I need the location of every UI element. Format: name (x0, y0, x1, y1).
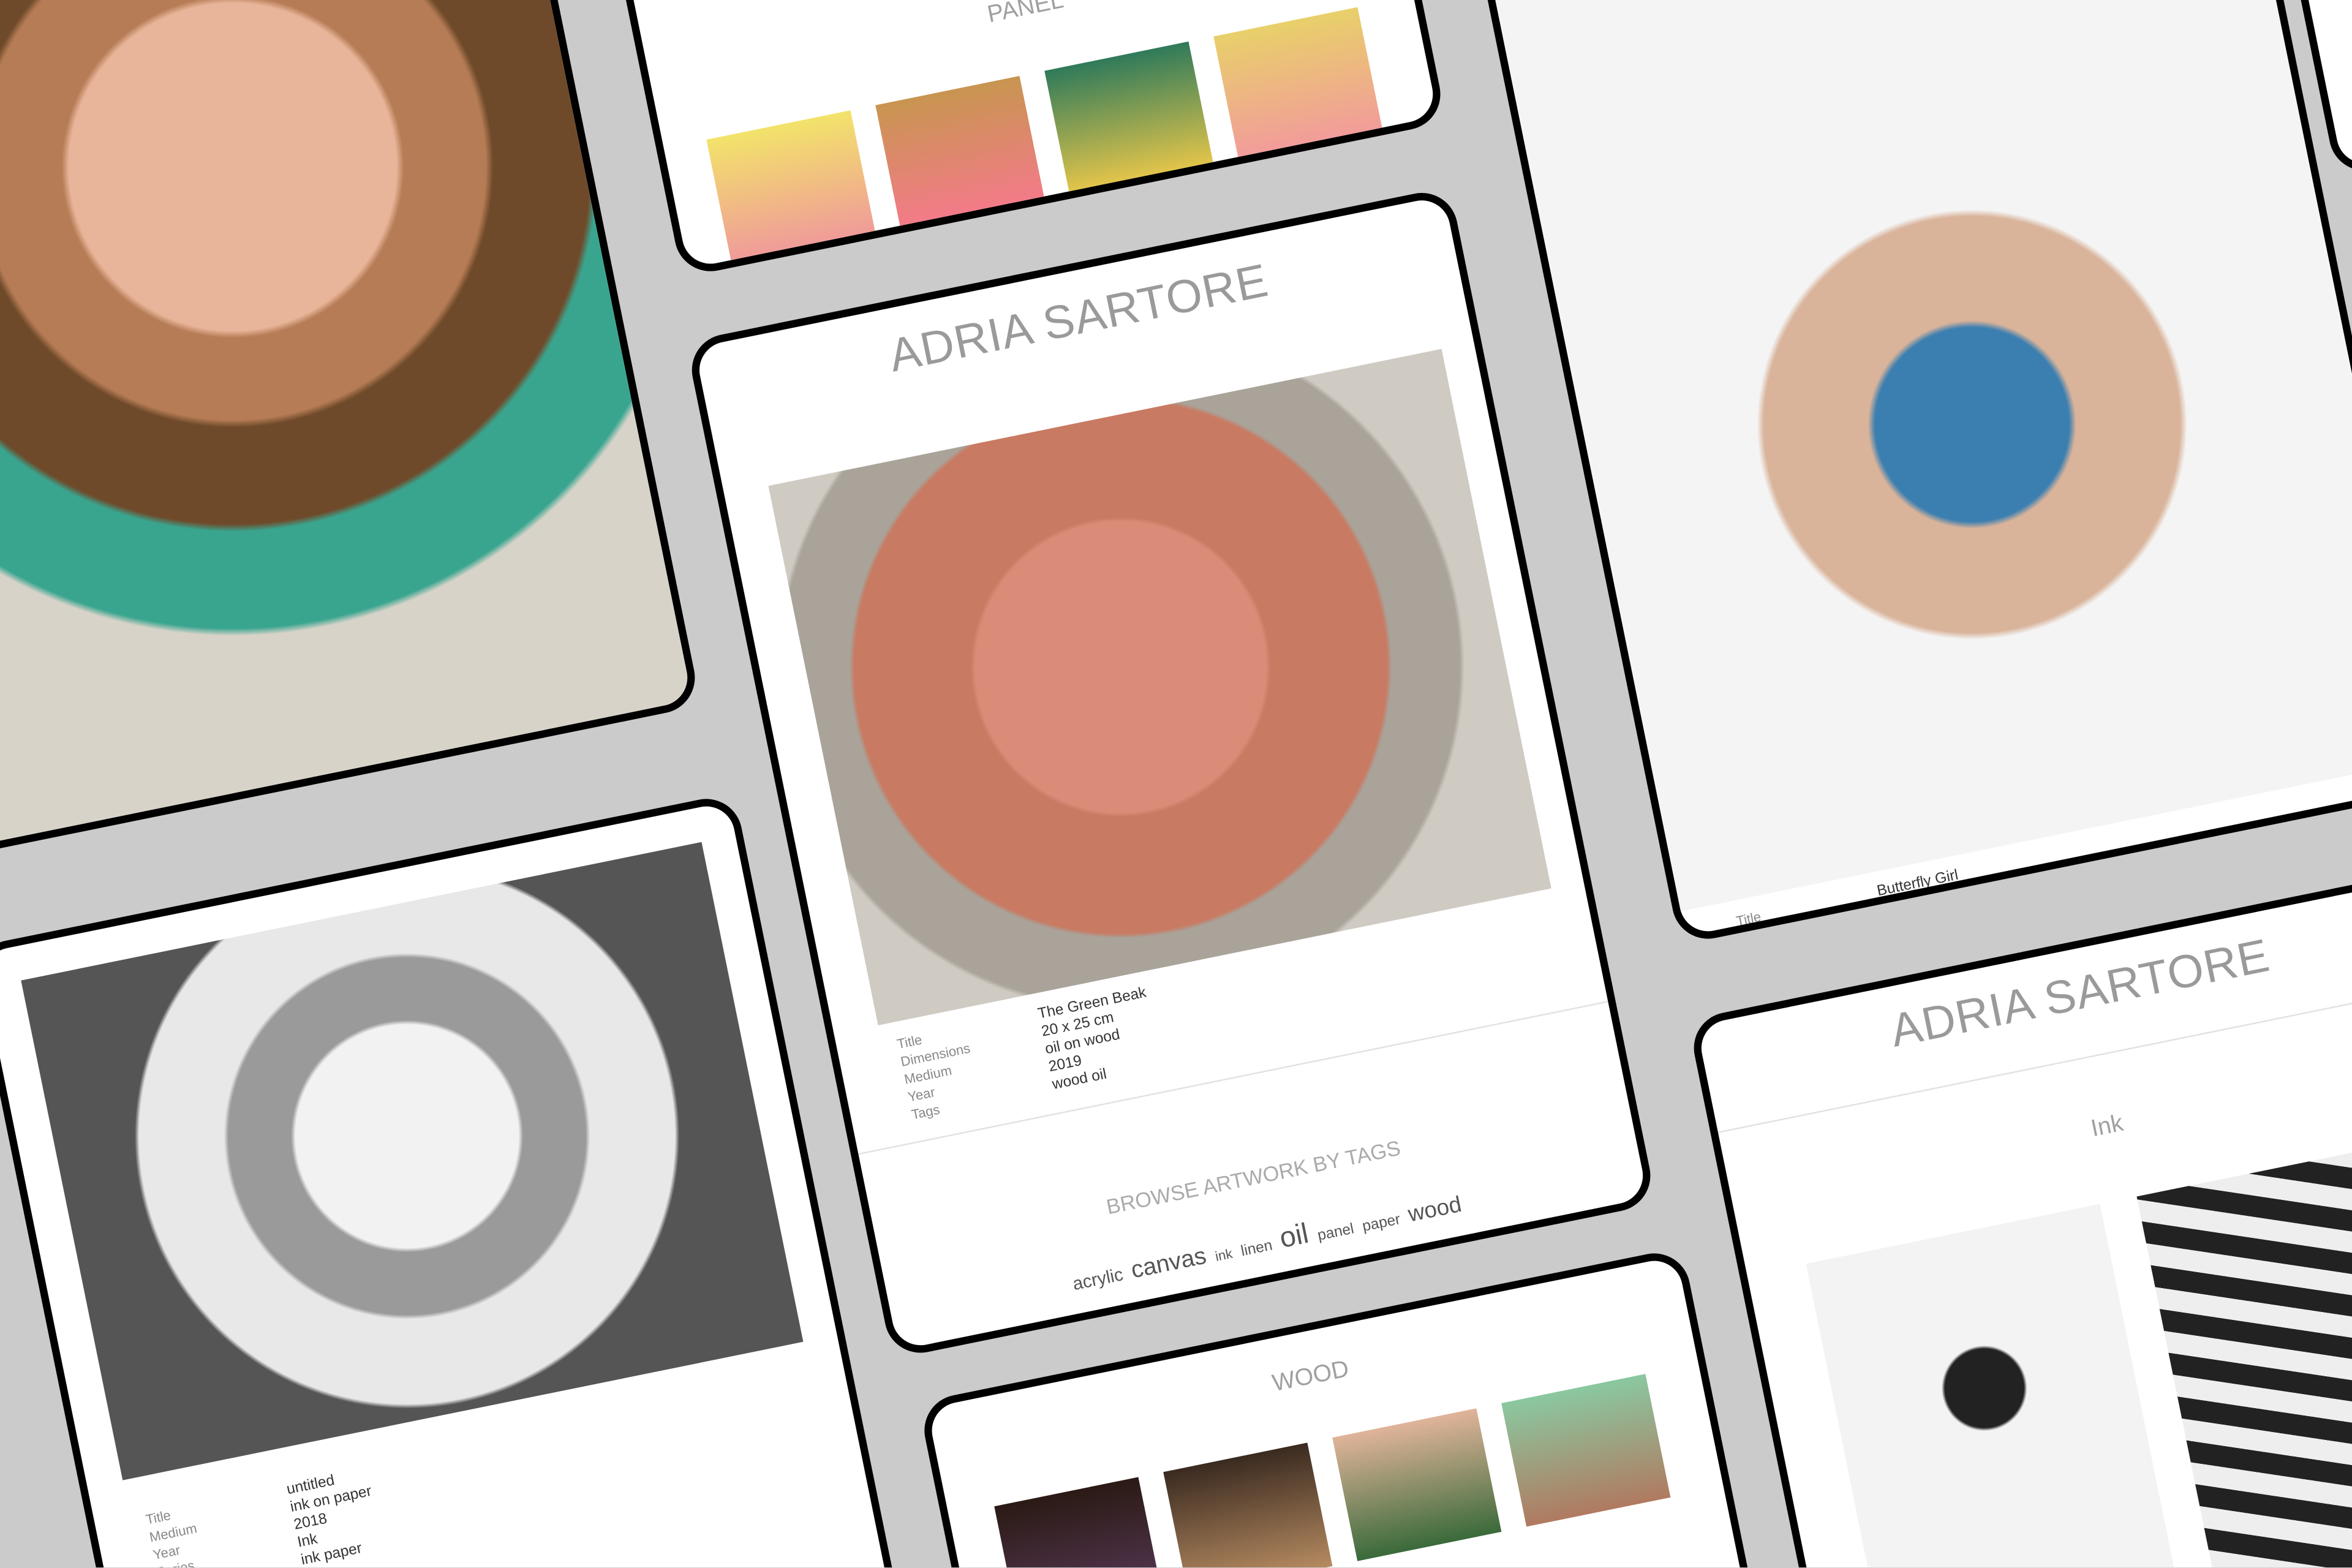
thumbnail[interactable] (706, 110, 876, 263)
artwork-photo (1482, 0, 2352, 911)
tag-link[interactable]: paper (1361, 1212, 1402, 1236)
thumbnail[interactable] (1501, 1374, 1671, 1527)
tablet-butterfly: Title Butterfly Girl (1472, 0, 2352, 946)
tag-link[interactable]: canvas (1129, 1243, 1209, 1284)
thumbnail[interactable] (1332, 1408, 1502, 1561)
painting (0, 0, 693, 853)
tablet-ink-page: ADRIA SARTORE Ink (1687, 864, 2352, 1568)
tag-link[interactable]: panel (1316, 1221, 1356, 1245)
thumbnail[interactable] (1044, 41, 1214, 195)
thumbnail[interactable] (994, 1477, 1164, 1568)
tablet-portrait (0, 0, 701, 861)
tablet-artwork: ADRIA SARTORE Title The Green Beak Dimensi… (685, 186, 1657, 1360)
tag-link[interactable]: linen (1239, 1237, 1274, 1261)
tag-link[interactable]: wood (1406, 1191, 1464, 1228)
thumbnail[interactable] (1806, 1204, 2190, 1568)
detail-value: Butterfly Girl (1875, 867, 1960, 900)
artwork-image (21, 842, 804, 1480)
tag-link[interactable]: acrylic (1071, 1264, 1125, 1295)
tag-link[interactable]: ink (1213, 1246, 1234, 1264)
thumbnail[interactable] (2136, 1128, 2352, 1568)
site-title[interactable]: ADRIA SARTORE (1886, 929, 2274, 1057)
thumbnail[interactable] (1213, 7, 1383, 160)
tag-link[interactable]: oil (1277, 1218, 1311, 1256)
thumbnail[interactable] (1163, 1442, 1333, 1568)
artwork-image (768, 349, 1551, 1025)
thumbnail[interactable] (875, 75, 1045, 229)
